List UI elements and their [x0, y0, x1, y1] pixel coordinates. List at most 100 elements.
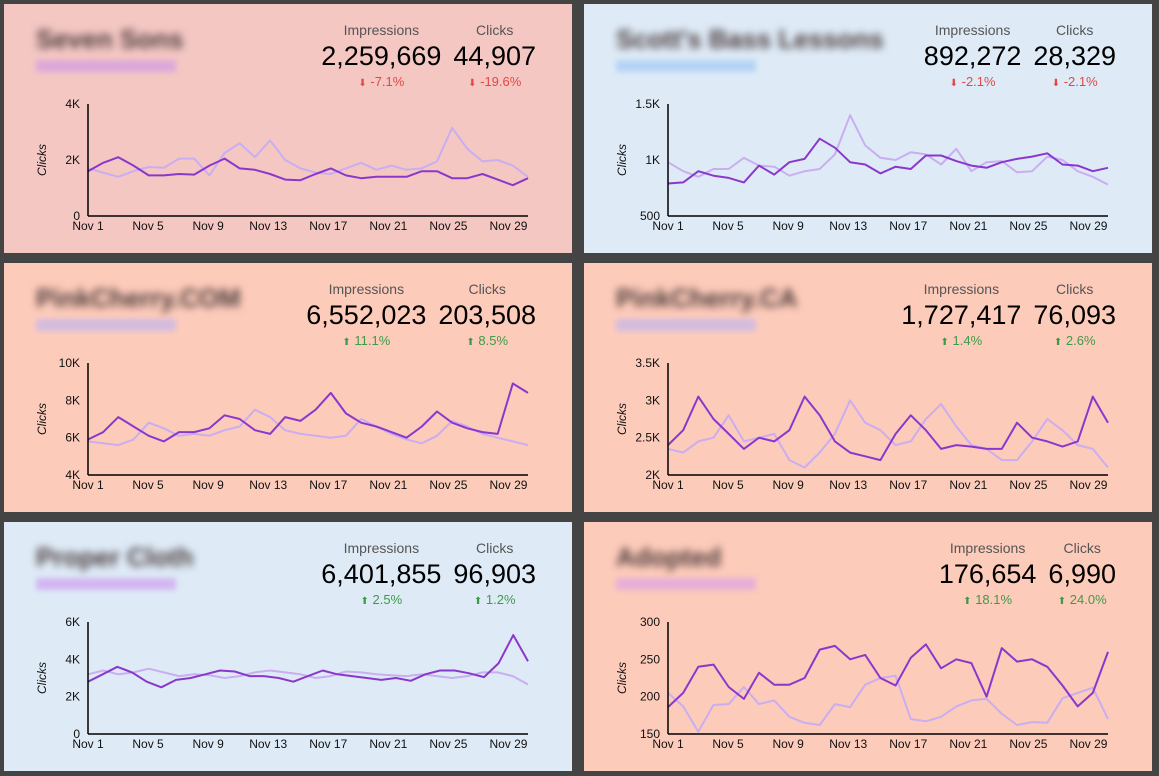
clicks-value: 28,329: [1033, 41, 1116, 71]
arrow-down-icon: ⬇: [1051, 78, 1061, 89]
account-link[interactable]: [616, 319, 756, 331]
clicks-scorecard: Clicks 96,903 ⬆ 1.2%: [453, 540, 536, 607]
impressions-change-value: 1.4%: [952, 333, 983, 348]
impressions-change-value: -2.1%: [961, 74, 996, 89]
x-tick-label: Nov 13: [829, 219, 867, 233]
y-tick-label: 1K: [645, 153, 660, 167]
y-axis-label: Clicks: [615, 403, 629, 435]
account-link[interactable]: [616, 578, 756, 590]
x-tick-label: Nov 1: [652, 737, 684, 751]
clicks-line-chart: 4K 6K 8K 10K Nov 1 Nov 5 Nov 9 Nov 13 Nov 17 Nov …: [35, 356, 529, 492]
x-tick-label: Nov 25: [1009, 219, 1047, 233]
account-link[interactable]: [36, 319, 176, 331]
y-axis-label: Clicks: [35, 144, 49, 176]
x-tick-label: Nov 9: [192, 737, 224, 751]
impressions-label: Impressions: [328, 281, 405, 297]
impressions-value: 6,401,855: [321, 559, 442, 589]
x-tick-label: Nov 25: [429, 219, 467, 233]
arrow-up-icon: ⬆: [1053, 337, 1063, 348]
account-title: PinkCherry.COM: [36, 283, 241, 313]
clicks-line-chart: 0 2K 4K Nov 1 Nov 5 Nov 9 Nov 13 Nov 17 Nov 21 No…: [35, 97, 529, 233]
x-tick-label: Nov 1: [72, 478, 104, 492]
account-title: Proper Cloth: [36, 542, 194, 572]
y-tick-label: 250: [640, 652, 660, 666]
x-tick-label: Nov 5: [132, 737, 164, 751]
clicks-value: 76,093: [1033, 300, 1116, 330]
impressions-change: ⬆ 2.5%: [361, 592, 403, 607]
y-tick-label: 0: [73, 727, 80, 741]
y-axis-label: Clicks: [615, 144, 629, 176]
clicks-label: Clicks: [476, 540, 514, 556]
clicks-value: 44,907: [453, 41, 536, 71]
x-tick-label: Nov 29: [1069, 478, 1107, 492]
impressions-scorecard: Impressions 176,654 ⬆ 18.1%: [939, 540, 1037, 607]
current-period-line: [667, 137, 1109, 185]
x-tick-label: Nov 21: [369, 478, 407, 492]
y-tick-label: 300: [640, 615, 660, 629]
x-tick-label: Nov 1: [652, 478, 684, 492]
current-period-line: [87, 634, 529, 689]
x-tick-label: Nov 17: [309, 737, 347, 751]
x-tick-label: Nov 9: [772, 219, 804, 233]
x-tick-label: Nov 13: [249, 737, 287, 751]
account-link[interactable]: [36, 578, 176, 590]
account-title: PinkCherry.CA: [616, 283, 798, 313]
current-period-line: [87, 156, 529, 187]
x-tick-label: Nov 13: [249, 219, 287, 233]
account-panel: Proper Cloth Impressions 6,401,855 ⬆ 2.5…: [4, 522, 572, 771]
clicks-value: 96,903: [453, 559, 536, 589]
y-tick-label: 10K: [59, 356, 80, 370]
current-period-line: [667, 643, 1109, 708]
current-period-line: [667, 395, 1109, 462]
clicks-label: Clicks: [476, 22, 514, 38]
y-axis-label: Clicks: [35, 403, 49, 435]
x-tick-label: Nov 5: [712, 478, 744, 492]
x-tick-label: Nov 29: [489, 478, 527, 492]
y-tick-label: 6K: [65, 615, 80, 629]
account-link[interactable]: [616, 60, 756, 72]
arrow-up-icon: ⬆: [963, 596, 972, 607]
x-tick-label: Nov 5: [132, 219, 164, 233]
x-tick-label: Nov 17: [309, 219, 347, 233]
impressions-change: ⬆ 1.4%: [941, 333, 983, 348]
clicks-change: ⬆ 8.5%: [466, 333, 508, 348]
x-tick-label: Nov 9: [772, 478, 804, 492]
arrow-down-icon: ⬇: [468, 78, 477, 89]
clicks-change: ⬆ 2.6%: [1054, 333, 1096, 348]
clicks-change: ⬆ 1.2%: [474, 592, 516, 607]
clicks-change-value: -19.6%: [480, 74, 522, 89]
account-title: Adopted: [616, 542, 722, 572]
y-tick-label: 2K: [645, 468, 660, 482]
impressions-label: Impressions: [923, 281, 1000, 297]
x-tick-label: Nov 17: [309, 478, 347, 492]
impressions-scorecard: Impressions 892,272 ⬇ -2.1%: [924, 22, 1022, 89]
x-tick-label: Nov 25: [429, 478, 467, 492]
impressions-change: ⬇ -2.1%: [950, 74, 996, 89]
clicks-change: ⬆ 24.0%: [1058, 592, 1107, 607]
y-tick-label: 4K: [65, 652, 80, 666]
x-tick-label: Nov 21: [949, 737, 987, 751]
x-tick-label: Nov 17: [889, 478, 927, 492]
scorecards: Impressions 6,552,023 ⬆ 11.1% Clicks 203…: [306, 281, 536, 348]
impressions-value: 176,654: [938, 559, 1037, 589]
impressions-value: 1,727,417: [901, 300, 1022, 330]
y-axis-label: Clicks: [35, 662, 49, 694]
impressions-label: Impressions: [934, 22, 1011, 38]
y-tick-label: 8K: [65, 393, 80, 407]
clicks-value: 6,990: [1048, 559, 1116, 589]
y-tick-label: 0: [73, 209, 80, 223]
clicks-scorecard: Clicks 76,093 ⬆ 2.6%: [1033, 281, 1116, 348]
account-link[interactable]: [36, 60, 176, 72]
impressions-scorecard: Impressions 6,552,023 ⬆ 11.1%: [306, 281, 426, 348]
impressions-scorecard: Impressions 6,401,855 ⬆ 2.5%: [321, 540, 441, 607]
x-tick-label: Nov 1: [72, 219, 104, 233]
impressions-change-value: 18.1%: [975, 592, 1013, 607]
x-tick-label: Nov 17: [889, 219, 927, 233]
x-tick-label: Nov 1: [72, 737, 104, 751]
y-tick-label: 4K: [65, 468, 80, 482]
clicks-scorecard: Clicks 203,508 ⬆ 8.5%: [438, 281, 536, 348]
clicks-change-value: 2.6%: [1065, 333, 1096, 348]
clicks-line-chart: 2K 2.5K 3K 3.5K Nov 1 Nov 5 Nov 9 Nov 13 Nov 17 N…: [615, 356, 1109, 492]
previous-period-line: [87, 408, 529, 447]
clicks-line-chart: 500 1K 1.5K Nov 1 Nov 5 Nov 9 Nov 13 Nov 17 Nov …: [615, 97, 1109, 233]
